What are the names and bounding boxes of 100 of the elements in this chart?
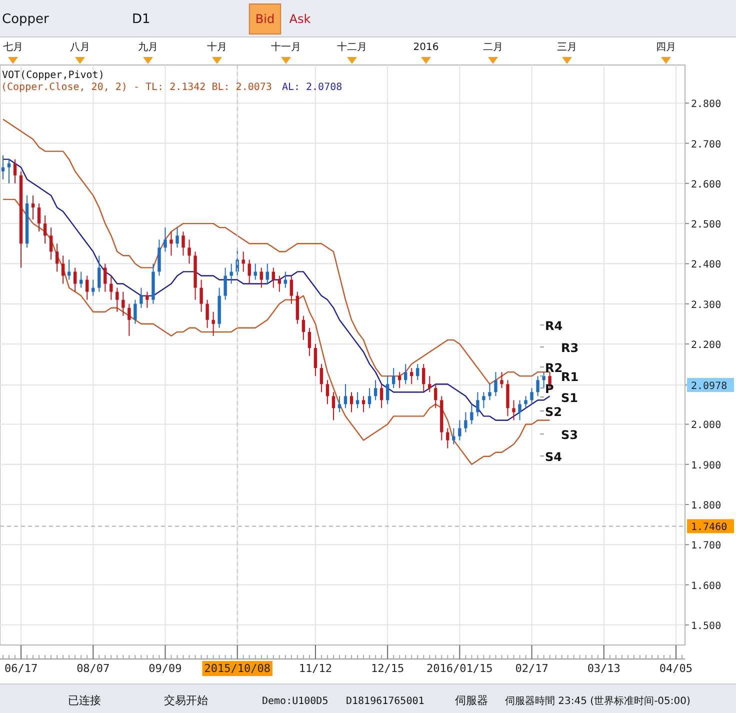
candlestick [350,392,354,413]
candlestick [254,263,257,280]
candlestick [434,384,438,409]
text: 十二月 [337,41,367,53]
candlestick [278,275,282,292]
candlestick [170,231,173,256]
candlestick [518,400,522,421]
candlestick [248,259,251,284]
y-tick-label: 2.700 [691,139,722,150]
text: 已连接 [68,694,101,707]
candlestick [212,311,215,336]
candlestick [338,396,342,413]
candlestick [206,299,209,328]
candlestick [128,303,131,336]
text: D181961765001 [346,696,424,707]
candlestick [290,275,294,304]
candlestick [7,158,11,184]
candlestick [428,376,432,393]
candlestick [61,255,65,284]
candlestick [104,263,107,292]
candlestick [92,279,95,296]
text: D1 [132,12,150,27]
x-tick-label: 06/17 [4,662,38,675]
candlestick [530,388,534,405]
text: 四月 [656,42,676,53]
x-tick-label: 2015/10/08 [204,662,270,675]
candlestick [68,259,71,280]
candlestick [380,384,384,409]
candlestick [13,158,17,184]
candlestick [344,384,348,409]
y-tick-label: 2.600 [691,179,722,190]
y-tick-label: 2.300 [691,300,722,311]
y-tick-label: 2.200 [691,340,722,351]
annotation: AL: 2.0708 [282,82,342,93]
candlestick [146,291,149,308]
text: 交易开始 [164,694,208,707]
annotation: (Copper.Close, 20, 2) - TL: 2.1342 BL: 2.0073 [1,82,272,93]
text: 十一月 [271,41,301,53]
candlestick [188,239,191,264]
candlestick [140,287,143,308]
candlestick [74,267,77,292]
x-tick-label: 04/05 [659,662,693,675]
candlestick [80,271,83,288]
candlestick [332,392,336,421]
candlestick [200,279,203,312]
annotation: S2 [545,405,562,419]
candlestick [536,376,540,397]
candlestick [398,372,402,389]
candlestick [404,364,408,385]
candlestick [458,420,462,441]
candlestick [416,364,420,381]
candlestick [55,243,59,272]
annotation: VOT(Copper,Pivot) [2,70,104,81]
candlestick [326,380,330,405]
annotation: R3 [561,341,579,355]
candlestick [308,327,312,357]
candlestick [470,404,474,425]
candlestick [320,364,324,393]
candlestick [356,392,360,409]
x-tick-label: 08/07 [76,662,110,675]
candlestick [224,267,227,300]
text: 十月 [207,41,227,53]
x-tick-label: 2016/01/15 [426,662,493,675]
candlestick [260,267,263,288]
text: Ask [289,12,311,26]
candlestick [302,315,306,340]
candlestick [542,372,546,389]
candlestick [230,263,233,284]
x-tick-label: 03/13 [587,662,620,675]
candlestick [176,227,179,248]
candlestick [272,267,275,288]
candlestick [284,271,288,288]
candlestick [368,388,372,409]
candlestick [49,227,53,260]
y-tick-label: 1.600 [691,580,722,592]
text: 九月 [138,41,158,53]
candlestick [524,396,528,409]
text: 八月 [70,42,90,53]
candlestick [122,291,125,316]
text: 三月 [557,42,577,53]
annotation: R4 [545,319,563,333]
annotation: S1 [561,391,578,405]
candlestick [266,263,269,284]
y-tick-label: 1.700 [691,540,722,552]
candlestick [386,376,390,405]
candlestick [482,392,486,409]
x-tick-label: 09/09 [148,662,182,675]
candlestick [362,396,366,413]
text: 2016 [413,42,439,53]
text: Copper [2,12,50,27]
candlestick [494,372,498,397]
y-tick-label: 2.400 [691,260,722,271]
candlestick [500,372,504,389]
candlestick [134,299,137,324]
candlestick [374,380,378,401]
text: 七月 [3,41,23,53]
y-tick-label: 1.800 [691,500,722,512]
candlestick [242,251,245,272]
y-tick-label: 2.500 [691,220,722,231]
candlestick [98,255,101,292]
